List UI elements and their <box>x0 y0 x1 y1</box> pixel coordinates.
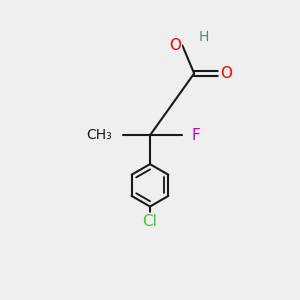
Text: O: O <box>169 38 181 53</box>
Text: CH₃: CH₃ <box>86 128 112 142</box>
Text: O: O <box>220 66 232 81</box>
Text: H: H <box>199 30 209 44</box>
Text: F: F <box>191 128 200 143</box>
Text: Cl: Cl <box>142 214 158 229</box>
